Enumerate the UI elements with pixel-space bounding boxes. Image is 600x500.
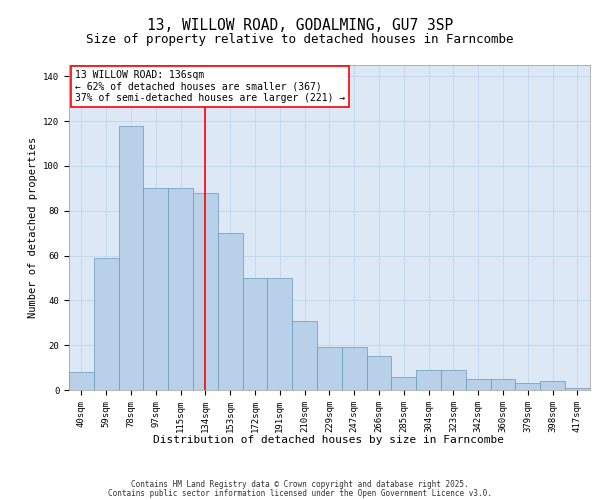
Bar	[491, 379, 515, 390]
Bar	[367, 356, 391, 390]
Text: 13, WILLOW ROAD, GODALMING, GU7 3SP: 13, WILLOW ROAD, GODALMING, GU7 3SP	[147, 18, 453, 32]
Bar	[391, 376, 416, 390]
Bar	[193, 193, 218, 390]
Bar	[94, 258, 119, 390]
Bar	[317, 348, 342, 390]
Bar	[268, 278, 292, 390]
Bar	[69, 372, 94, 390]
Bar	[441, 370, 466, 390]
Bar	[342, 348, 367, 390]
Bar	[218, 233, 242, 390]
Y-axis label: Number of detached properties: Number of detached properties	[28, 137, 38, 318]
Bar	[540, 381, 565, 390]
Bar	[292, 320, 317, 390]
Bar	[466, 379, 491, 390]
Bar	[119, 126, 143, 390]
Bar	[515, 384, 540, 390]
Bar	[242, 278, 268, 390]
Bar	[143, 188, 168, 390]
Text: 13 WILLOW ROAD: 136sqm
← 62% of detached houses are smaller (367)
37% of semi-de: 13 WILLOW ROAD: 136sqm ← 62% of detached…	[75, 70, 346, 103]
Text: Contains HM Land Registry data © Crown copyright and database right 2025.: Contains HM Land Registry data © Crown c…	[131, 480, 469, 489]
Bar	[565, 388, 590, 390]
Bar	[168, 188, 193, 390]
Text: Distribution of detached houses by size in Farncombe: Distribution of detached houses by size …	[154, 435, 504, 445]
Text: Size of property relative to detached houses in Farncombe: Size of property relative to detached ho…	[86, 32, 514, 46]
Text: Contains public sector information licensed under the Open Government Licence v3: Contains public sector information licen…	[108, 488, 492, 498]
Bar	[416, 370, 441, 390]
